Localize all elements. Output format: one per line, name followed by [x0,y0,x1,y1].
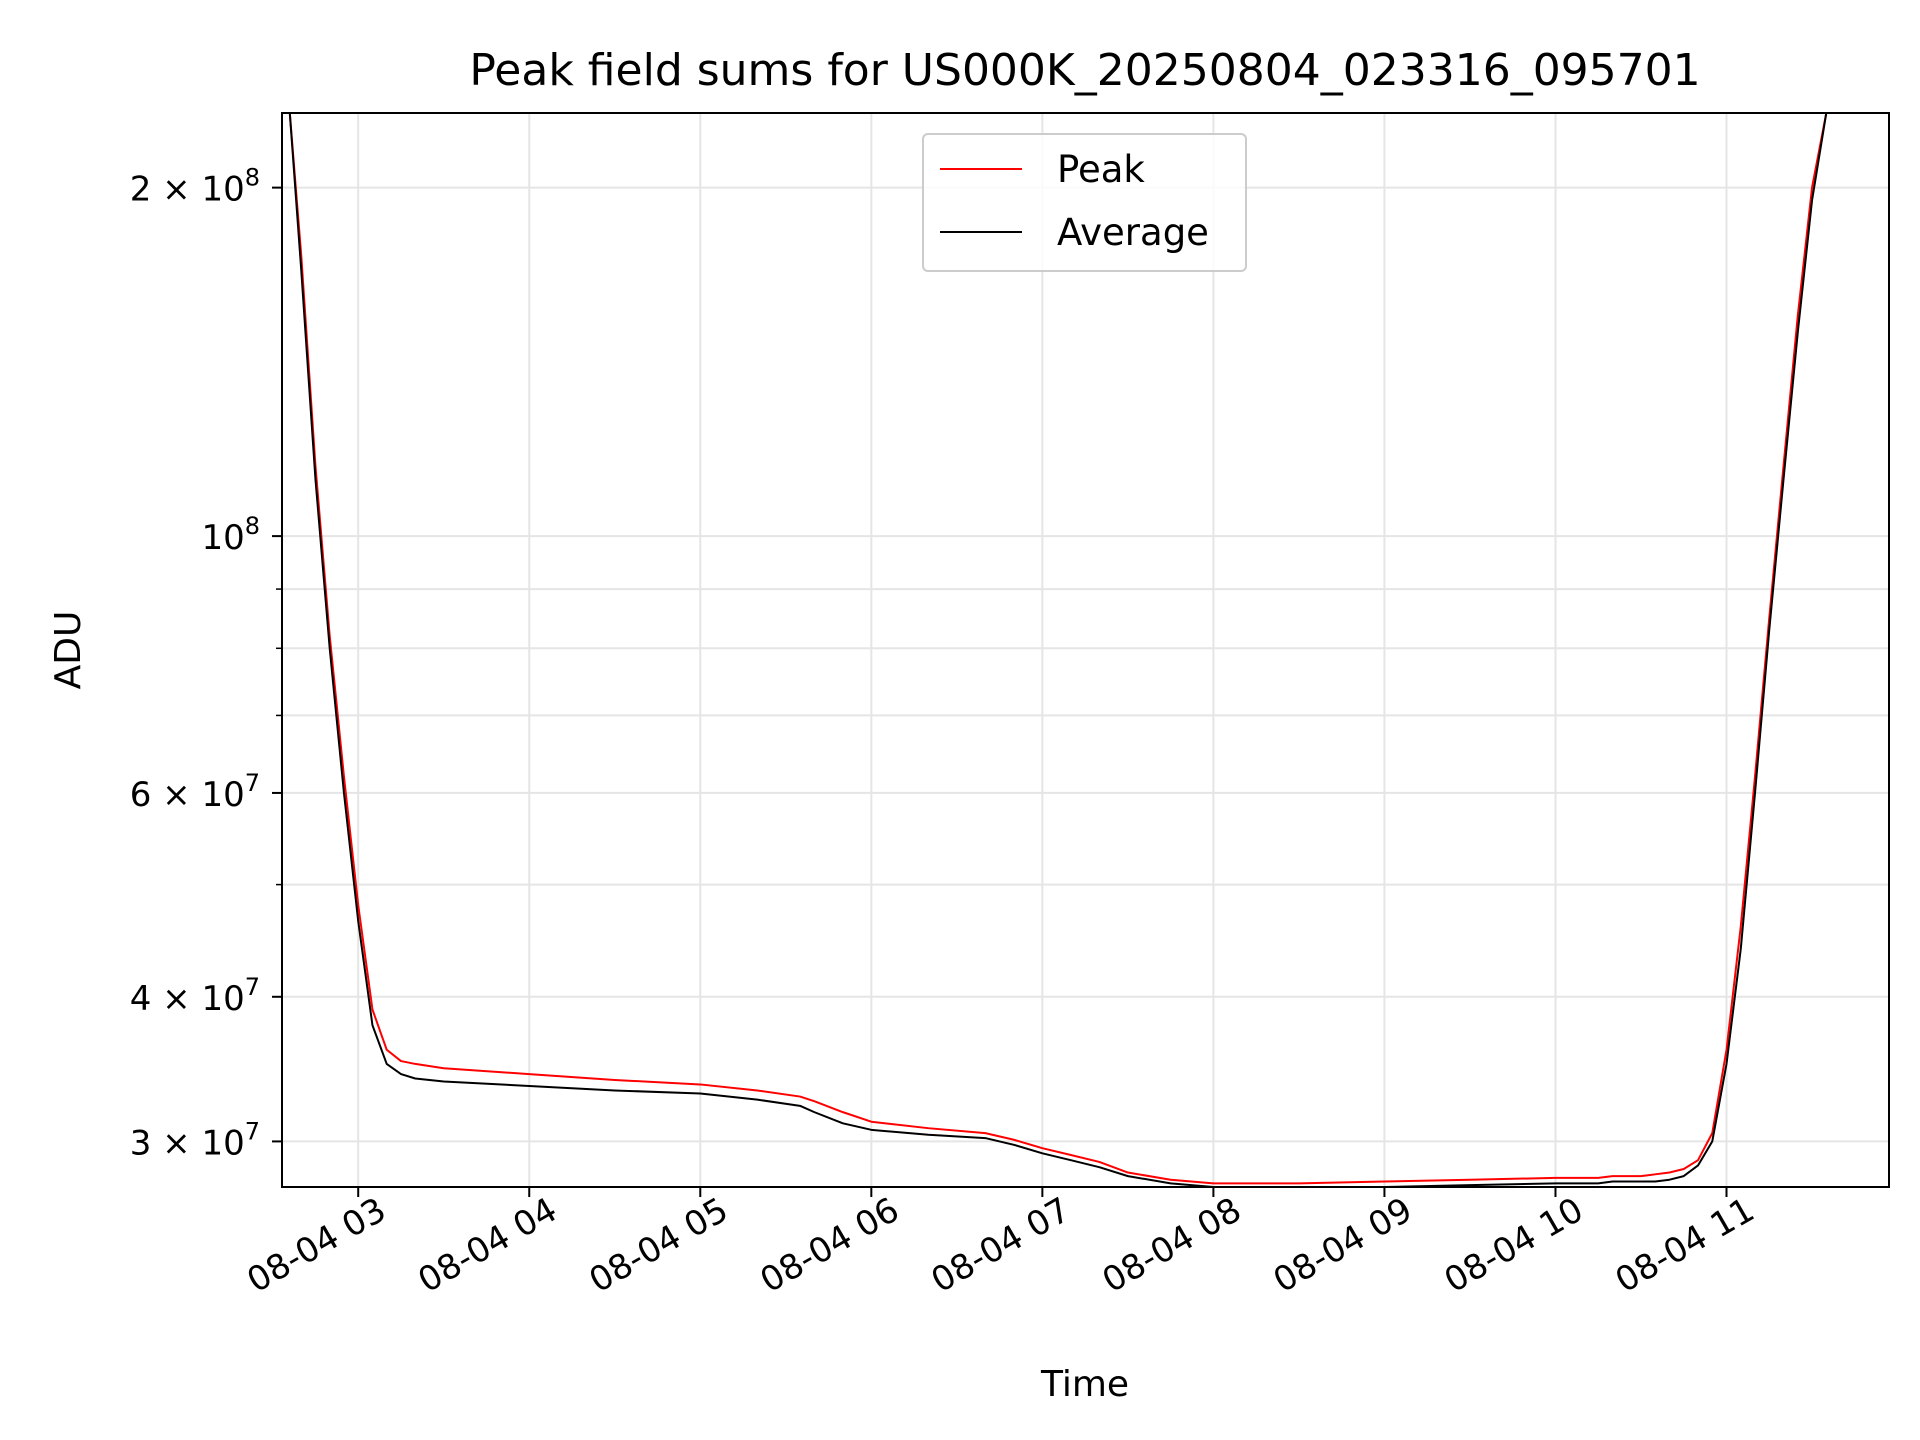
y-axis-label: ADU [48,611,89,690]
plot-area [282,113,1889,1187]
series-line-average [282,113,1870,1187]
y-tick-label: 6 × 107 [130,769,260,815]
y-tick-label: 3 × 107 [130,1117,260,1163]
y-tick-label: 108 [201,512,260,558]
y-ticks: 3 × 107 4 × 107 6 × 107 108 2 × 108 [130,164,282,1163]
axes-frame [281,112,1890,1188]
x-axis-label: Time [1040,1364,1129,1405]
series-layer [282,113,1870,1187]
chart-title: Peak field sums for US000K_20250804_0233… [469,45,1700,96]
series-line-peak [282,113,1870,1185]
legend: Peak Average [922,133,1247,272]
legend-label-peak: Peak [1057,148,1145,191]
y-tick-label: 4 × 107 [130,973,260,1019]
y-tick-label: 2 × 108 [130,164,260,210]
legend-label-average: Average [1057,211,1209,254]
